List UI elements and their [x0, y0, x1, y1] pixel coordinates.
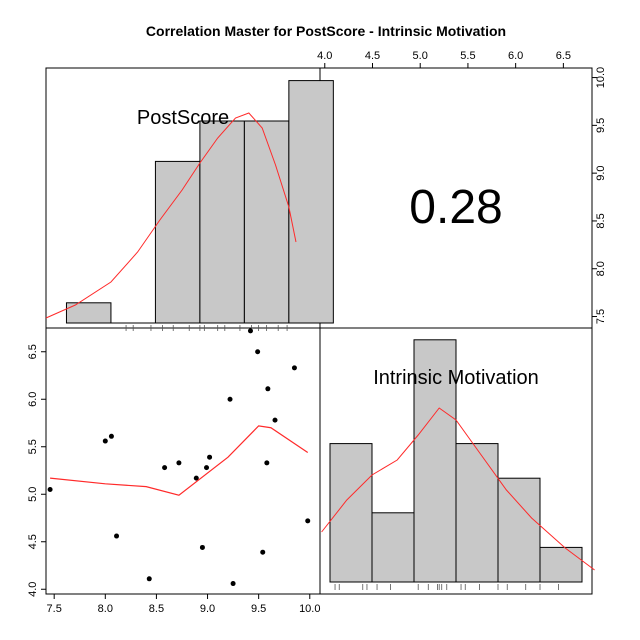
y-tick-label: 4.0 [27, 582, 39, 597]
scatter-point [247, 328, 253, 334]
scatter-point [272, 417, 278, 423]
scatter-point [47, 487, 53, 492]
y-tick-label: 6.0 [27, 392, 39, 407]
scatter-point [207, 454, 213, 460]
scatter-point [199, 544, 205, 550]
right-tick-label: 7.5 [595, 309, 607, 324]
variable-label-intrinsic-motivation: Intrinsic Motivation [373, 367, 539, 389]
y-tick-label: 5.0 [27, 487, 39, 502]
top-tick-label: 4.5 [365, 50, 380, 62]
right-tick-label: 8.5 [595, 213, 607, 228]
scatter-point [305, 518, 311, 524]
top-tick-label: 5.0 [413, 50, 428, 62]
postscore-hist-bar [243, 120, 290, 324]
x-tick-label: 8.0 [98, 603, 113, 615]
scatter-point [264, 460, 270, 466]
scatter-point [260, 549, 266, 555]
right-tick-label: 10.0 [595, 67, 607, 88]
scatter-point [265, 386, 271, 392]
variable-label-postscore: PostScore [137, 107, 229, 129]
scatter-point [102, 438, 108, 444]
scatter-point [255, 349, 261, 355]
postscore-hist-bar [154, 160, 201, 324]
right-tick-label: 9.0 [595, 165, 607, 180]
scatter-point [204, 465, 210, 471]
chart-title: Correlation Master for PostScore - Intri… [146, 23, 506, 39]
scatter-point [230, 581, 236, 587]
motivation-hist-bar [539, 546, 583, 583]
top-tick-label: 6.5 [556, 50, 571, 62]
motivation-hist-bar [413, 339, 457, 583]
scatter-point [146, 576, 152, 582]
panel-motivation-diagonal [319, 327, 593, 595]
y-tick-label: 6.5 [27, 344, 39, 359]
scatter-point [193, 475, 199, 481]
postscore-hist-bar [199, 120, 245, 324]
top-tick-label: 5.5 [460, 50, 475, 62]
y-tick-label: 4.5 [27, 534, 39, 549]
x-tick-label: 7.5 [47, 603, 62, 615]
chart-panels: PostScore Intrinsic Motivation 0.28 7.5 8.0 8… [27, 50, 607, 615]
scatter-point [162, 465, 168, 471]
correlation-value: 0.28 [409, 181, 502, 234]
scatter-point [176, 460, 182, 466]
x-tick-label: 9.0 [200, 603, 215, 615]
motivation-hist-bar [371, 512, 415, 583]
postscore-density-curve [45, 112, 297, 319]
scatter-point [291, 365, 297, 371]
motivation-hist-bar [497, 477, 541, 583]
scatter-point [227, 396, 233, 402]
y-tick-label: 5.5 [27, 439, 39, 454]
scatter-loess-line [50, 425, 309, 496]
motivation-hist-bar [455, 443, 499, 583]
x-tick-label: 10.0 [299, 603, 320, 615]
top-tick-label: 6.0 [508, 50, 523, 62]
postscore-hist-bar [65, 302, 112, 324]
top-tick-label: 4.0 [317, 50, 332, 62]
motivation-density-curve [321, 407, 595, 571]
x-tick-label: 8.5 [149, 603, 164, 615]
panel-scatter [45, 327, 321, 595]
scatter-point [114, 533, 120, 539]
right-tick-label: 9.5 [595, 118, 607, 133]
x-tick-label: 9.5 [251, 603, 266, 615]
scatter-point [108, 433, 114, 439]
postscore-hist-bar [288, 80, 334, 324]
right-tick-label: 8.0 [595, 261, 607, 276]
